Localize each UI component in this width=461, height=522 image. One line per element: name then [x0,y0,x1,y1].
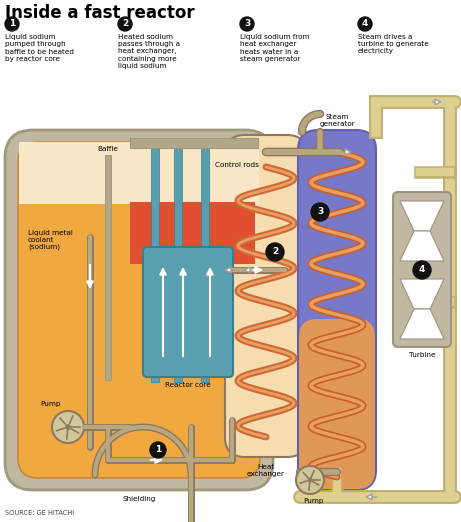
Bar [105,155,111,380]
Text: 3: 3 [317,208,323,217]
Text: Control rods: Control rods [215,162,259,168]
FancyBboxPatch shape [393,192,451,347]
FancyBboxPatch shape [143,247,233,377]
Bar [19,142,259,204]
Polygon shape [400,309,444,339]
Text: Baffle: Baffle [98,146,118,152]
Circle shape [296,466,324,494]
Text: Liquid metal
coolant
(sodium): Liquid metal coolant (sodium) [28,230,73,250]
Polygon shape [400,201,444,231]
Circle shape [118,17,132,31]
Text: 1: 1 [9,19,15,29]
Text: 2: 2 [122,19,128,29]
Circle shape [307,478,313,482]
FancyBboxPatch shape [18,142,260,478]
Circle shape [240,17,254,31]
Text: Heat
exchanger: Heat exchanger [247,464,285,477]
Circle shape [358,17,372,31]
Text: Shielding: Shielding [122,496,156,502]
Bar [130,202,255,264]
FancyBboxPatch shape [299,319,375,489]
Circle shape [311,203,329,221]
FancyBboxPatch shape [225,135,307,457]
Circle shape [5,17,19,31]
Bar [130,138,258,148]
Text: Steam
generator: Steam generator [319,114,355,127]
Text: 4: 4 [419,266,425,275]
Circle shape [65,424,71,430]
Text: Steam drives a
turbine to generate
electricity: Steam drives a turbine to generate elect… [358,34,429,54]
Text: Pump: Pump [40,401,60,407]
Text: Pump: Pump [303,498,323,504]
Text: 1: 1 [155,445,161,455]
FancyBboxPatch shape [5,130,273,490]
Circle shape [266,243,284,261]
Text: SOURCE: GE HITACHI: SOURCE: GE HITACHI [5,510,74,516]
Text: 3: 3 [244,19,250,29]
Text: Inside a fast reactor: Inside a fast reactor [5,4,195,22]
FancyBboxPatch shape [298,130,376,490]
Circle shape [52,411,84,443]
Circle shape [150,442,166,458]
Text: Reactor core: Reactor core [165,382,211,388]
Text: 4: 4 [362,19,368,29]
Polygon shape [400,231,444,261]
Bar [174,138,182,382]
Text: Liquid sodium from
heat exchanger
heats water in a
steam generator: Liquid sodium from heat exchanger heats … [240,34,309,62]
Polygon shape [400,279,444,309]
Bar [151,138,159,382]
Text: Liquid sodium
pumped through
baffle to be heated
by reactor core: Liquid sodium pumped through baffle to b… [5,34,74,62]
Circle shape [413,261,431,279]
Text: Turbine: Turbine [409,352,435,358]
Text: 2: 2 [272,247,278,256]
Text: Heated sodium
passes through a
heat exchanger,
containing more
liquid sodium: Heated sodium passes through a heat exch… [118,34,180,69]
Bar [201,138,209,382]
